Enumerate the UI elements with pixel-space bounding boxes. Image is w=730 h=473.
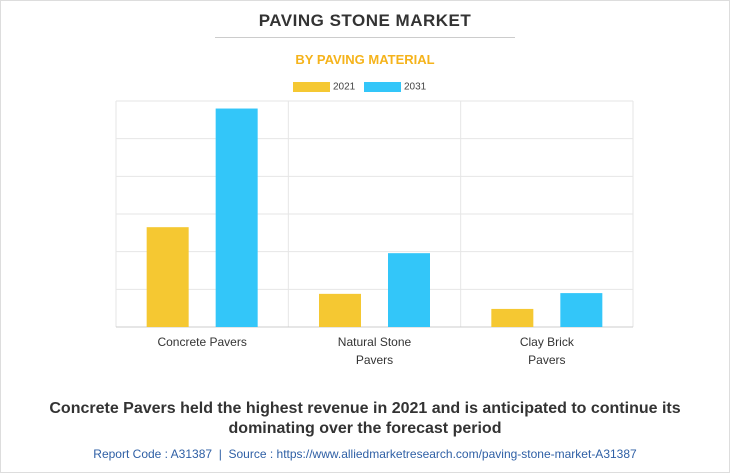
- x-tick-label: Concrete Pavers: [157, 335, 247, 349]
- legend-label: 2021: [333, 82, 356, 93]
- bar: [215, 108, 258, 328]
- caption: Concrete Pavers held the highest revenue…: [49, 400, 681, 437]
- x-tick-label: Natural Stone Pavers: [337, 335, 412, 367]
- bar: [560, 293, 603, 327]
- bar: [491, 308, 534, 327]
- bar: [388, 253, 430, 327]
- legend-swatch: [364, 82, 401, 92]
- title-rule: [215, 37, 515, 38]
- bar: [319, 293, 361, 327]
- footer: Report Code : A31387 | Source : https://…: [93, 447, 637, 461]
- legend-swatch: [293, 82, 330, 92]
- legend-label: 2031: [404, 82, 427, 93]
- chart-title: PAVING STONE MARKET: [258, 11, 472, 30]
- chart-subtitle: BY PAVING MATERIAL: [295, 52, 435, 67]
- x-tick-label: Clay Brick Pavers: [519, 335, 574, 367]
- bar: [146, 227, 189, 327]
